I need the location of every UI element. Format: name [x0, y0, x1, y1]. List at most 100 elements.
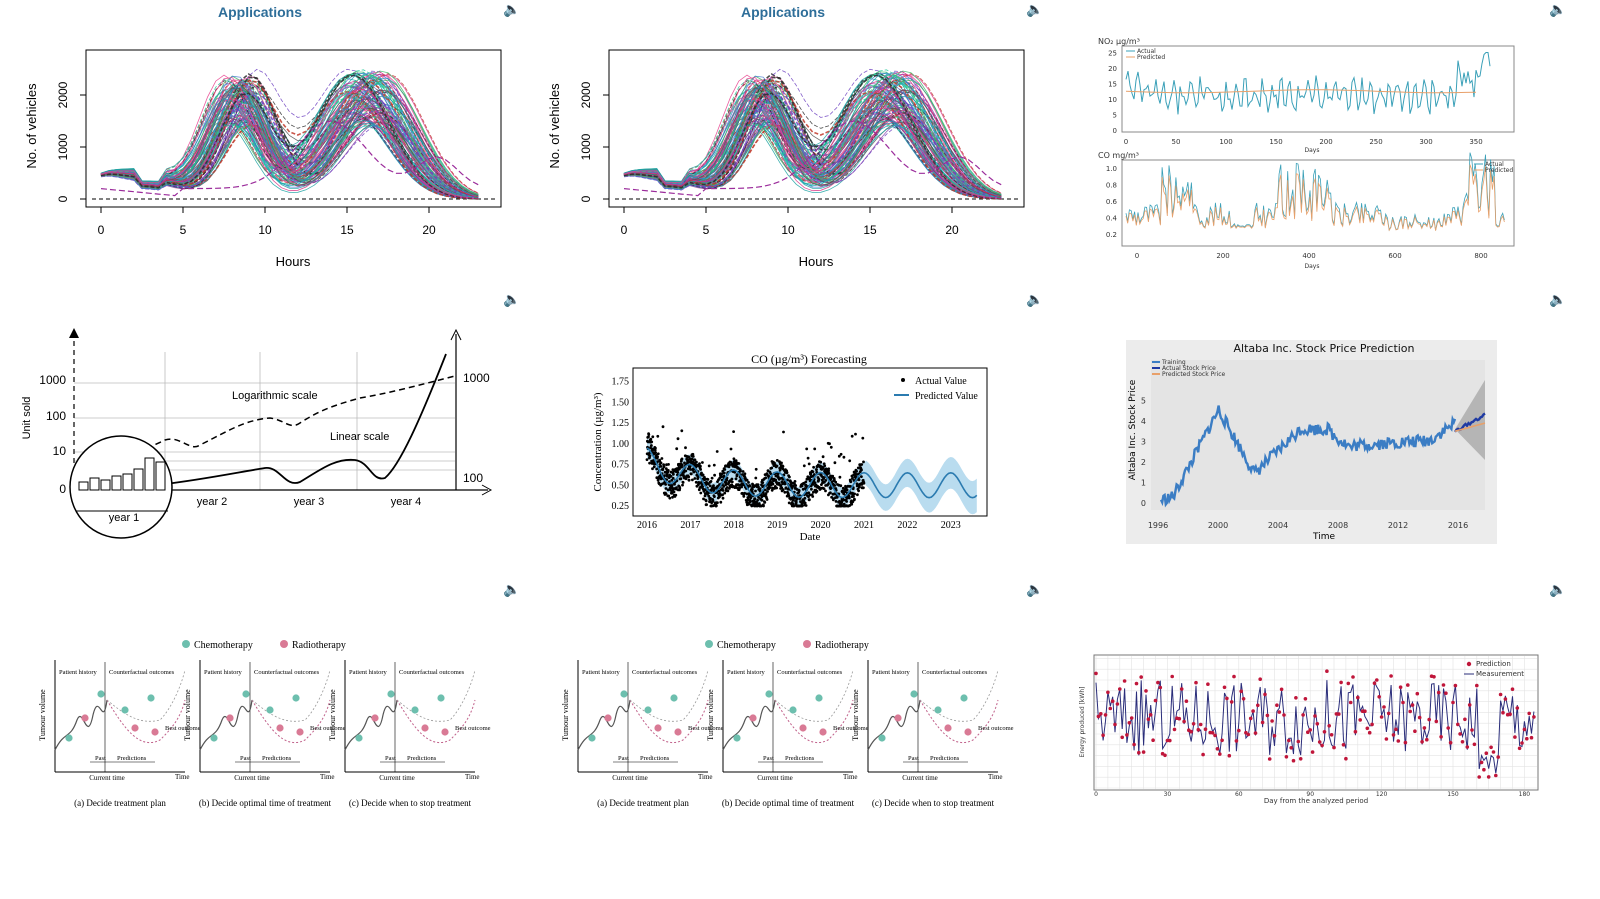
speaker-icon[interactable]: 🔈 — [503, 292, 521, 308]
prediction-points — [1094, 669, 1536, 779]
svg-text:Past: Past — [385, 755, 396, 762]
svg-text:Past: Past — [240, 755, 251, 762]
slide-7-treatment[interactable]: 🔈 Chemotherapy Radiotherapy Tumour volume P… — [0, 580, 523, 899]
speaker-icon[interactable]: 🔈 — [1026, 2, 1044, 18]
slide-2-traffic-curves[interactable]: Applications 🔈 0 5 10 15 20 0 1000 2000 … — [523, 0, 1046, 290]
y-tick: 0 — [1113, 127, 1117, 135]
energy-chart: 0 30 60 90 120 150 180 Prediction Measurement … — [1079, 654, 1539, 805]
co-x-label: Days — [1305, 263, 1320, 270]
y-tick: 1.50 — [612, 397, 630, 408]
svg-text:Counterfactual outcomes: Counterfactual outcomes — [399, 669, 465, 676]
y-axis-label: Energy produced [kWh] — [1079, 687, 1086, 758]
legend-predicted: Predicted — [1485, 167, 1513, 174]
svg-text:Patient history: Patient history — [727, 669, 765, 676]
speaker-icon[interactable]: 🔈 — [503, 2, 521, 18]
right-tick: 100 — [463, 471, 483, 485]
y-tick: 1.0 — [1106, 165, 1117, 173]
measurement-line — [1095, 680, 1535, 774]
x-tick: 350 — [1469, 138, 1482, 146]
slide-9-energy[interactable]: 🔈 0 30 60 90 120 150 180 Prediction Measuremen… — [1046, 580, 1600, 899]
legend-actual: Actual — [1137, 48, 1156, 55]
x-tick: 90 — [1306, 791, 1314, 798]
y-tick: 0.4 — [1106, 215, 1118, 223]
x-tick: 50 — [1172, 138, 1181, 146]
x-tick: 200 — [1216, 252, 1229, 260]
x-axis-label: Time — [1312, 532, 1335, 542]
y-axis-label: Concentration (µg/m³) — [592, 392, 604, 491]
traffic-curves — [623, 68, 1002, 200]
y-tick: 1.25 — [612, 418, 630, 429]
slide-6-stock-prediction[interactable]: 🔈 Altaba Inc. Stock Price Prediction 199… — [1046, 290, 1600, 580]
svg-text:Time: Time — [988, 773, 1003, 781]
speaker-icon[interactable]: 🔈 — [1549, 292, 1567, 308]
log-vs-linear-diagram: Unit sold 0 10 100 1000 100 1000 Logarit… — [21, 328, 493, 539]
x-tick: 2018 — [724, 520, 744, 531]
speaker-icon[interactable]: 🔈 — [1026, 292, 1044, 308]
slide-1-title: Applications — [217, 4, 302, 20]
co-actual-line — [1125, 152, 1505, 232]
x-tick: 150 — [1269, 138, 1282, 146]
x-tick: 400 — [1302, 252, 1315, 260]
co-chart-title: CO mg/m³ — [1098, 151, 1139, 160]
x-tick: 10 — [781, 223, 795, 237]
x-tick: 2012 — [1388, 521, 1408, 530]
speaker-icon[interactable]: 🔈 — [503, 582, 521, 598]
treatment-panel: Tumour volume Patient history Counterfactu… — [561, 660, 724, 808]
co-forecast-chart: CO (µg/m³) Forecasting 2016 2017 2018 2019 2… — [592, 352, 988, 543]
no2-x-label: Days — [1305, 147, 1320, 154]
linear-scale-label: Linear scale — [330, 431, 389, 443]
svg-text:Current time: Current time — [234, 774, 270, 782]
svg-text:Past: Past — [618, 755, 629, 762]
y-axis-label: No. of vehicles — [547, 83, 562, 169]
x-tick: 20 — [945, 223, 959, 237]
treatment-panel: Tumour volume Patient history Counterfactu… — [38, 660, 201, 808]
y-tick: 4 — [1141, 417, 1146, 426]
chart-title: Altaba Inc. Stock Price Prediction — [1233, 342, 1414, 355]
legend-predicted: Predicted Value — [915, 391, 978, 402]
slide-5-co-forecast[interactable]: 🔈 CO (µg/m³) Forecasting 2016 2017 2018 201… — [523, 290, 1046, 580]
treatment-panel: Tumour volume Patient history Counterfactu… — [706, 660, 869, 808]
x-tick: 0 — [621, 223, 628, 237]
slide-8-treatment[interactable]: 🔈 Chemotherapy Radiotherapy Tumour volume P… — [523, 580, 1046, 899]
speaker-icon[interactable]: 🔈 — [1549, 2, 1567, 18]
x-tick: 0 — [1135, 252, 1139, 260]
slide-1-traffic-curves[interactable]: Applications 🔈 0 5 10 15 20 0 1000 2000 … — [0, 0, 523, 290]
traffic-curves — [100, 68, 479, 200]
svg-text:Current time: Current time — [612, 774, 648, 782]
speaker-icon[interactable]: 🔈 — [1549, 582, 1567, 598]
svg-text:Tumour volume: Tumour volume — [328, 689, 337, 741]
x-tick: 120 — [1376, 791, 1388, 798]
x-axis-label: Day from the analyzed period — [1264, 797, 1368, 805]
x-tick: 300 — [1419, 138, 1432, 146]
x-tick: 800 — [1474, 252, 1487, 260]
x-tick: 2021 — [854, 520, 874, 531]
svg-text:Patient history: Patient history — [59, 669, 97, 676]
year-label: year 4 — [391, 496, 422, 508]
y-tick: 0 — [579, 195, 593, 202]
x-tick: 180 — [1519, 791, 1531, 798]
slide-3-air-quality[interactable]: 🔈 NO₂ µg/m³ Actual Predicted 0 50 100 150 20… — [1046, 0, 1600, 290]
y-tick: 0.6 — [1106, 198, 1118, 206]
chemo-dot — [182, 640, 190, 648]
svg-text:Predictions: Predictions — [117, 755, 147, 762]
svg-text:Predictions: Predictions — [262, 755, 292, 762]
y-tick: 0.75 — [612, 460, 630, 471]
speaker-icon[interactable]: 🔈 — [1026, 582, 1044, 598]
radio-dot — [280, 640, 288, 648]
svg-text:Past: Past — [95, 755, 106, 762]
svg-text:Predictions: Predictions — [407, 755, 437, 762]
predicted-line — [1454, 422, 1486, 433]
svg-text:Time: Time — [320, 773, 335, 781]
panel-caption: (b) Decide optimal time of treatment — [722, 798, 855, 808]
svg-text:Current time: Current time — [89, 774, 125, 782]
slide-4-log-scale[interactable]: 🔈 Unit sold 0 10 100 1000 100 1000 Logar… — [0, 290, 523, 580]
x-tick: 2004 — [1268, 521, 1288, 530]
svg-text:Counterfactual outcomes: Counterfactual outcomes — [922, 669, 988, 676]
svg-text:Past: Past — [763, 755, 774, 762]
y-tick: 10 — [1108, 96, 1117, 104]
y-axis-label: No. of vehicles — [24, 83, 39, 169]
svg-text:Time: Time — [465, 773, 480, 781]
svg-text:Time: Time — [843, 773, 858, 781]
svg-text:Tumour volume: Tumour volume — [38, 689, 47, 741]
svg-text:Patient history: Patient history — [204, 669, 242, 676]
